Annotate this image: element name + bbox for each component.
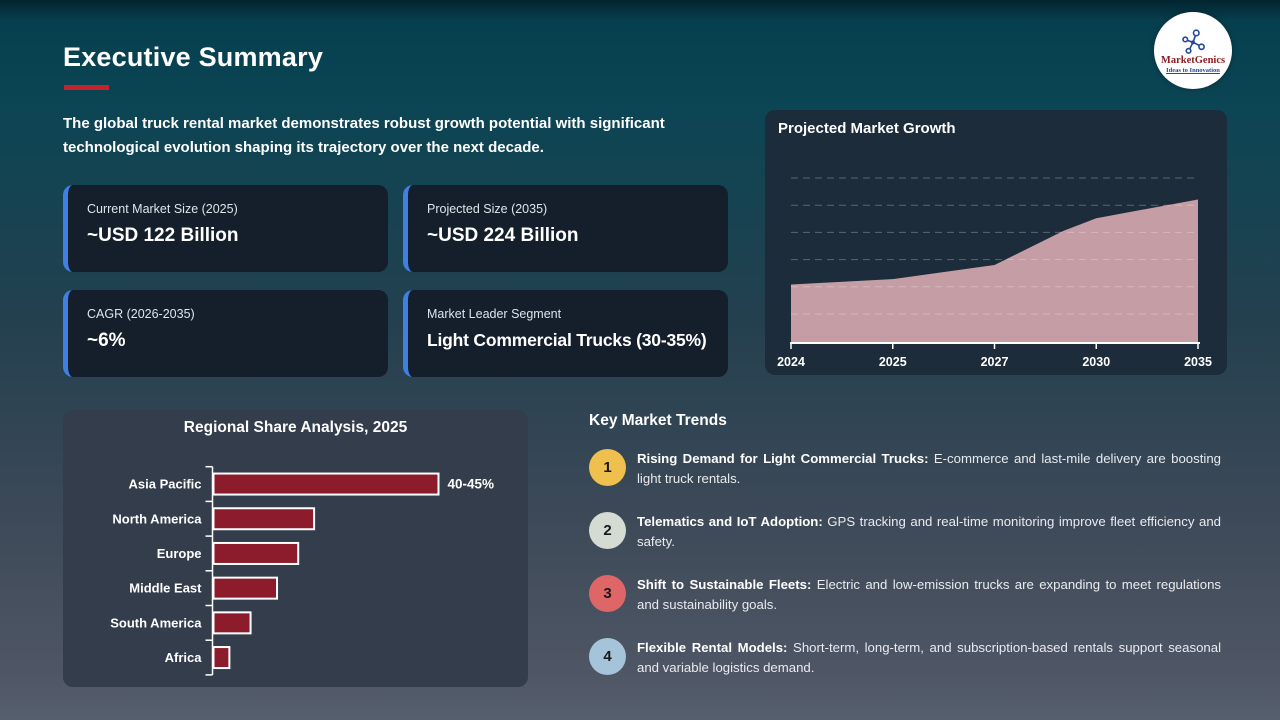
trend-text: Rising Demand for Light Commercial Truck… [637, 449, 1221, 488]
trend-text: Telematics and IoT Adoption: GPS trackin… [637, 512, 1221, 551]
stat-value: Light Commercial Trucks (30-35%) [427, 330, 707, 350]
svg-text:2024: 2024 [777, 355, 805, 369]
regional-bar-chart: Asia Pacific 40-45% North America Europe Mid… [110, 465, 495, 676]
trend-text: Shift to Sustainable Fleets: Electric an… [637, 575, 1221, 614]
trend-title: Shift to Sustainable Fleets: [637, 577, 812, 592]
logo-brand-text: MarketGenics [1160, 54, 1226, 66]
logo-tagline-text: Ideas to Innovation [1166, 66, 1220, 74]
trend-body: Electric and low-emission trucks are exp… [637, 577, 1222, 612]
trend-item-3: 3 Shift to Sustainable Fleets: Electric … [589, 575, 1221, 614]
svg-text:2027: 2027 [981, 355, 1009, 369]
stat-value: ~USD 224 Billion [427, 225, 579, 246]
title-underline-accent [64, 85, 109, 90]
trend-item-2: 2 Telematics and IoT Adoption: GPS track… [589, 512, 1221, 551]
page-title: Executive Summary [63, 42, 324, 72]
svg-text:2025: 2025 [879, 355, 907, 369]
svg-text:40-45%: 40-45% [448, 477, 495, 492]
trend-body: E-commerce and last-mile delivery are bo… [637, 451, 1221, 486]
stat-value: ~6% [87, 330, 126, 351]
intro-paragraph: The global truck rental market demonstra… [63, 115, 665, 156]
svg-text:North America: North America [112, 511, 202, 526]
trend-title: Rising Demand for Light Commercial Truck… [637, 451, 929, 466]
trend-item-4: 4 Flexible Rental Models: Short-term, lo… [589, 638, 1221, 677]
key-market-trends-section: Key Market Trends 1 Rising Demand for Li… [589, 412, 1221, 701]
svg-text:2030: 2030 [1082, 355, 1110, 369]
growth-chart-title: Projected Market Growth [778, 120, 956, 137]
stat-label: Market Leader Segment [427, 307, 562, 321]
stat-label: Projected Size (2035) [427, 202, 548, 216]
stat-card-market-leader-segment: Market Leader Segment Light Commercial T… [403, 290, 728, 377]
marketgenics-logo: MarketGenics Ideas to Innovation [1154, 12, 1232, 89]
trend-item-1: 1 Rising Demand for Light Commercial Tru… [589, 449, 1221, 488]
projected-market-growth-panel: Projected Market Growth 2024 2025 2027 2030… [765, 110, 1227, 375]
growth-area-chart: 2024 2025 2027 2030 2035 [777, 177, 1212, 369]
svg-text:Asia Pacific: Asia Pacific [129, 477, 202, 492]
regional-chart-title: Regional Share Analysis, 2025 [183, 419, 408, 436]
stat-label: CAGR (2026-2035) [87, 307, 195, 321]
trend-title: Flexible Rental Models: [637, 640, 788, 655]
trend-number-badge: 4 [589, 638, 626, 675]
svg-text:Africa: Africa [165, 650, 203, 665]
trend-text: Flexible Rental Models: Short-term, long… [637, 638, 1221, 677]
trend-body: GPS tracking and real-time monitoring im… [637, 514, 1221, 549]
stat-cards-grid: Current Market Size (2025) ~USD 122 Bill… [63, 185, 728, 377]
stat-value: ~USD 122 Billion [87, 225, 239, 246]
svg-text:South America: South America [110, 615, 202, 630]
trend-title: Telematics and IoT Adoption: [637, 514, 823, 529]
trends-heading: Key Market Trends [589, 412, 727, 429]
regional-share-panel: Regional Share Analysis, 2025 Asia Pacif… [63, 410, 528, 687]
svg-text:2035: 2035 [1184, 355, 1212, 369]
stat-card-projected-size: Projected Size (2035) ~USD 224 Billion [403, 185, 728, 272]
trend-number-badge: 1 [589, 449, 626, 486]
molecule-icon [1182, 28, 1205, 54]
stat-card-current-market-size: Current Market Size (2025) ~USD 122 Bill… [63, 185, 388, 272]
svg-text:Middle East: Middle East [129, 581, 202, 596]
trend-body: Short-term, long-term, and subscription-… [637, 640, 1221, 675]
trend-number-badge: 2 [589, 512, 626, 549]
svg-text:Europe: Europe [157, 546, 202, 561]
trend-number-badge: 3 [589, 575, 626, 612]
stat-label: Current Market Size (2025) [87, 202, 238, 216]
stat-card-cagr: CAGR (2026-2035) ~6% [63, 290, 388, 377]
